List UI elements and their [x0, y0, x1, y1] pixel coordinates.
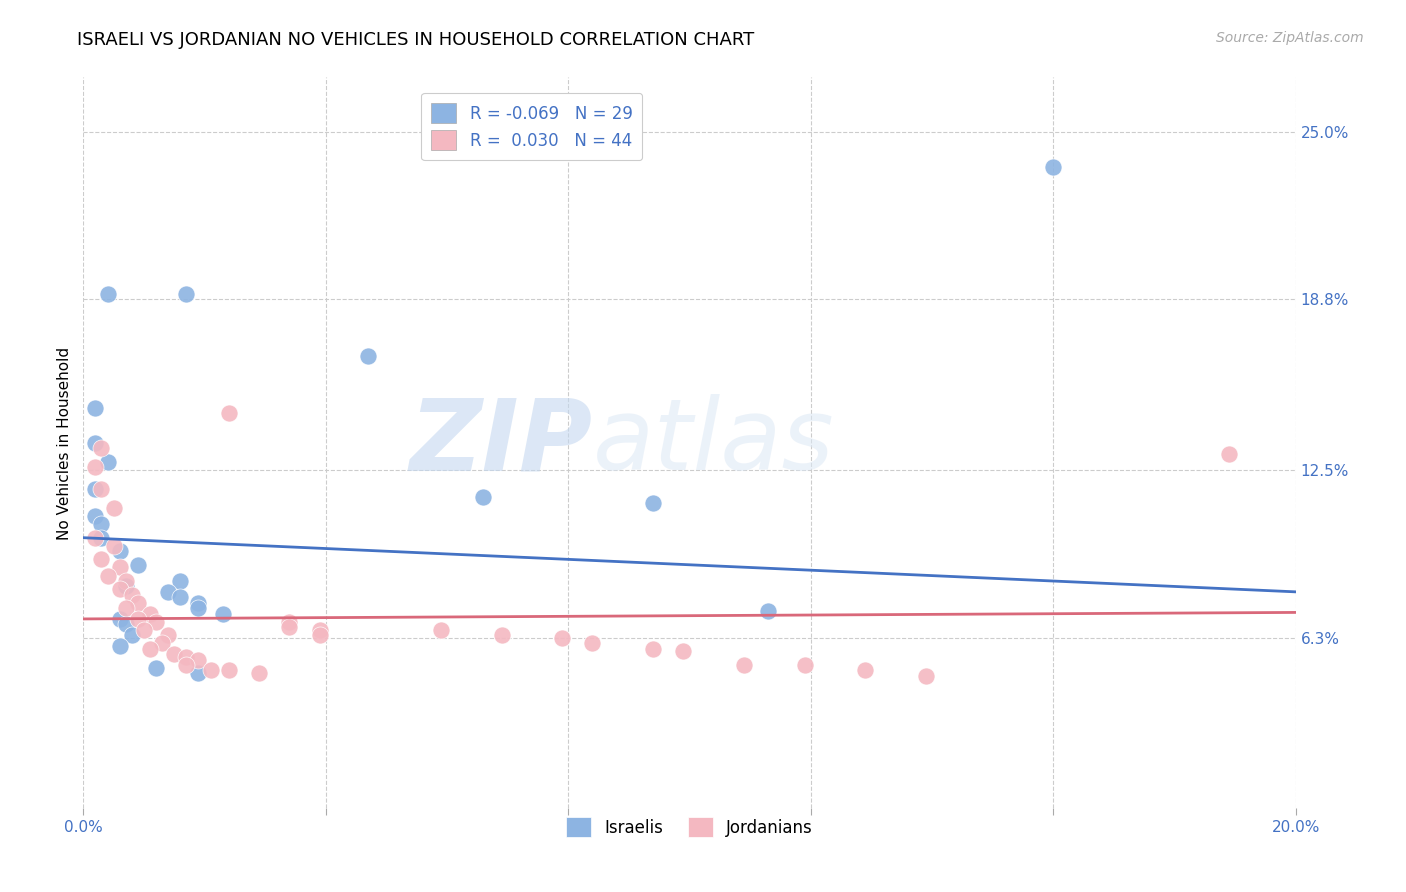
Point: [733, 657, 755, 672]
Point: [84, 436, 107, 450]
Point: [103, 539, 125, 553]
Y-axis label: No Vehicles in Household: No Vehicles in Household: [58, 346, 72, 540]
Point: [127, 612, 149, 626]
Point: [150, 636, 173, 650]
Point: [114, 617, 136, 632]
Point: [157, 628, 180, 642]
Point: [114, 579, 136, 593]
Legend: Israelis, Jordanians: Israelis, Jordanians: [560, 810, 820, 844]
Point: [139, 641, 162, 656]
Point: [1042, 160, 1064, 174]
Point: [1218, 447, 1240, 461]
Point: [139, 607, 162, 621]
Point: [90, 517, 112, 532]
Point: [90, 552, 112, 566]
Point: [472, 490, 495, 504]
Point: [218, 406, 240, 420]
Point: [176, 287, 198, 301]
Point: [187, 601, 209, 615]
Point: [218, 664, 240, 678]
Point: [581, 636, 603, 650]
Point: [108, 639, 131, 653]
Point: [96, 287, 118, 301]
Point: [90, 531, 112, 545]
Point: [103, 500, 125, 515]
Point: [187, 666, 209, 681]
Point: [169, 591, 191, 605]
Point: [108, 612, 131, 626]
Point: [491, 628, 513, 642]
Point: [357, 349, 380, 363]
Point: [114, 574, 136, 588]
Point: [672, 644, 695, 658]
Point: [793, 657, 815, 672]
Point: [84, 401, 107, 415]
Point: [132, 623, 155, 637]
Point: [121, 588, 143, 602]
Point: [127, 558, 149, 572]
Point: [145, 615, 167, 629]
Point: [145, 660, 167, 674]
Point: [108, 544, 131, 558]
Point: [90, 442, 112, 456]
Text: ISRAELI VS JORDANIAN NO VEHICLES IN HOUSEHOLD CORRELATION CHART: ISRAELI VS JORDANIAN NO VEHICLES IN HOUS…: [77, 31, 755, 49]
Point: [278, 620, 301, 634]
Point: [278, 615, 301, 629]
Point: [163, 647, 186, 661]
Point: [641, 641, 664, 656]
Point: [127, 596, 149, 610]
Point: [430, 623, 453, 637]
Point: [200, 664, 222, 678]
Point: [308, 623, 330, 637]
Point: [247, 666, 270, 681]
Point: [308, 628, 330, 642]
Point: [641, 495, 664, 509]
Point: [169, 574, 191, 588]
Point: [96, 455, 118, 469]
Point: [84, 509, 107, 524]
Point: [756, 604, 779, 618]
Point: [176, 649, 198, 664]
Point: [211, 607, 233, 621]
Point: [187, 596, 209, 610]
Text: ZIP: ZIP: [409, 394, 592, 491]
Point: [108, 582, 131, 596]
Point: [157, 585, 180, 599]
Text: Source: ZipAtlas.com: Source: ZipAtlas.com: [1216, 31, 1364, 45]
Point: [84, 460, 107, 475]
Point: [84, 482, 107, 496]
Point: [187, 652, 209, 666]
Point: [114, 601, 136, 615]
Point: [914, 669, 936, 683]
Point: [96, 568, 118, 582]
Point: [90, 482, 112, 496]
Text: atlas: atlas: [592, 394, 834, 491]
Point: [176, 657, 198, 672]
Point: [121, 628, 143, 642]
Point: [551, 631, 574, 645]
Point: [853, 664, 876, 678]
Point: [108, 560, 131, 574]
Point: [84, 531, 107, 545]
